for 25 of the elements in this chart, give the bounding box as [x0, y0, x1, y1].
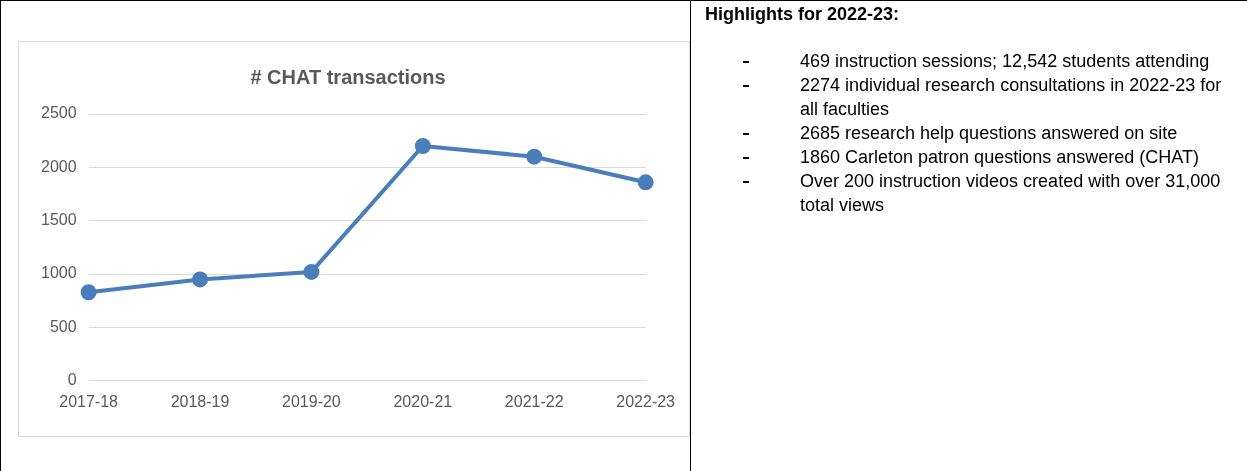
x-tick-label: 2019-20 — [282, 392, 341, 410]
point — [414, 138, 431, 155]
y-tick-label: 0 — [67, 371, 77, 389]
y-tick-label: 2000 — [41, 157, 77, 175]
text: 2685 research help questions answered on site — [800, 122, 1178, 145]
point — [303, 263, 320, 280]
x-tick-label: 2018-19 — [170, 392, 230, 410]
text: Over 200 instruction videos created with over 31,000 total views — [800, 170, 1222, 217]
point — [192, 271, 208, 288]
x-tick-label: 2021-22 — [504, 392, 564, 410]
x-tick-label: 2022-23 — [616, 392, 676, 410]
y-tick-label: 2500 — [41, 104, 77, 122]
point — [526, 148, 543, 165]
y-tick-label: 500 — [49, 317, 77, 335]
text: 2274 individual research consultations in 2022-23 for all faculties — [800, 74, 1223, 121]
x-tick-label: 2017-18 — [59, 392, 119, 410]
chart-title: # CHAT transactions — [250, 65, 446, 88]
text: 469 instruction sessions; 12,542 students attending — [800, 50, 1210, 73]
point — [80, 284, 97, 301]
y-tick-label: 1500 — [41, 211, 77, 229]
point — [637, 174, 654, 191]
text: Highlights for 2022-23: — [705, 4, 901, 25]
y-tick-label: 1000 — [41, 264, 77, 282]
text: 1860 Carleton patron questions answered (CHAT) — [800, 146, 1199, 169]
x-tick-label: 2020-21 — [393, 392, 453, 410]
